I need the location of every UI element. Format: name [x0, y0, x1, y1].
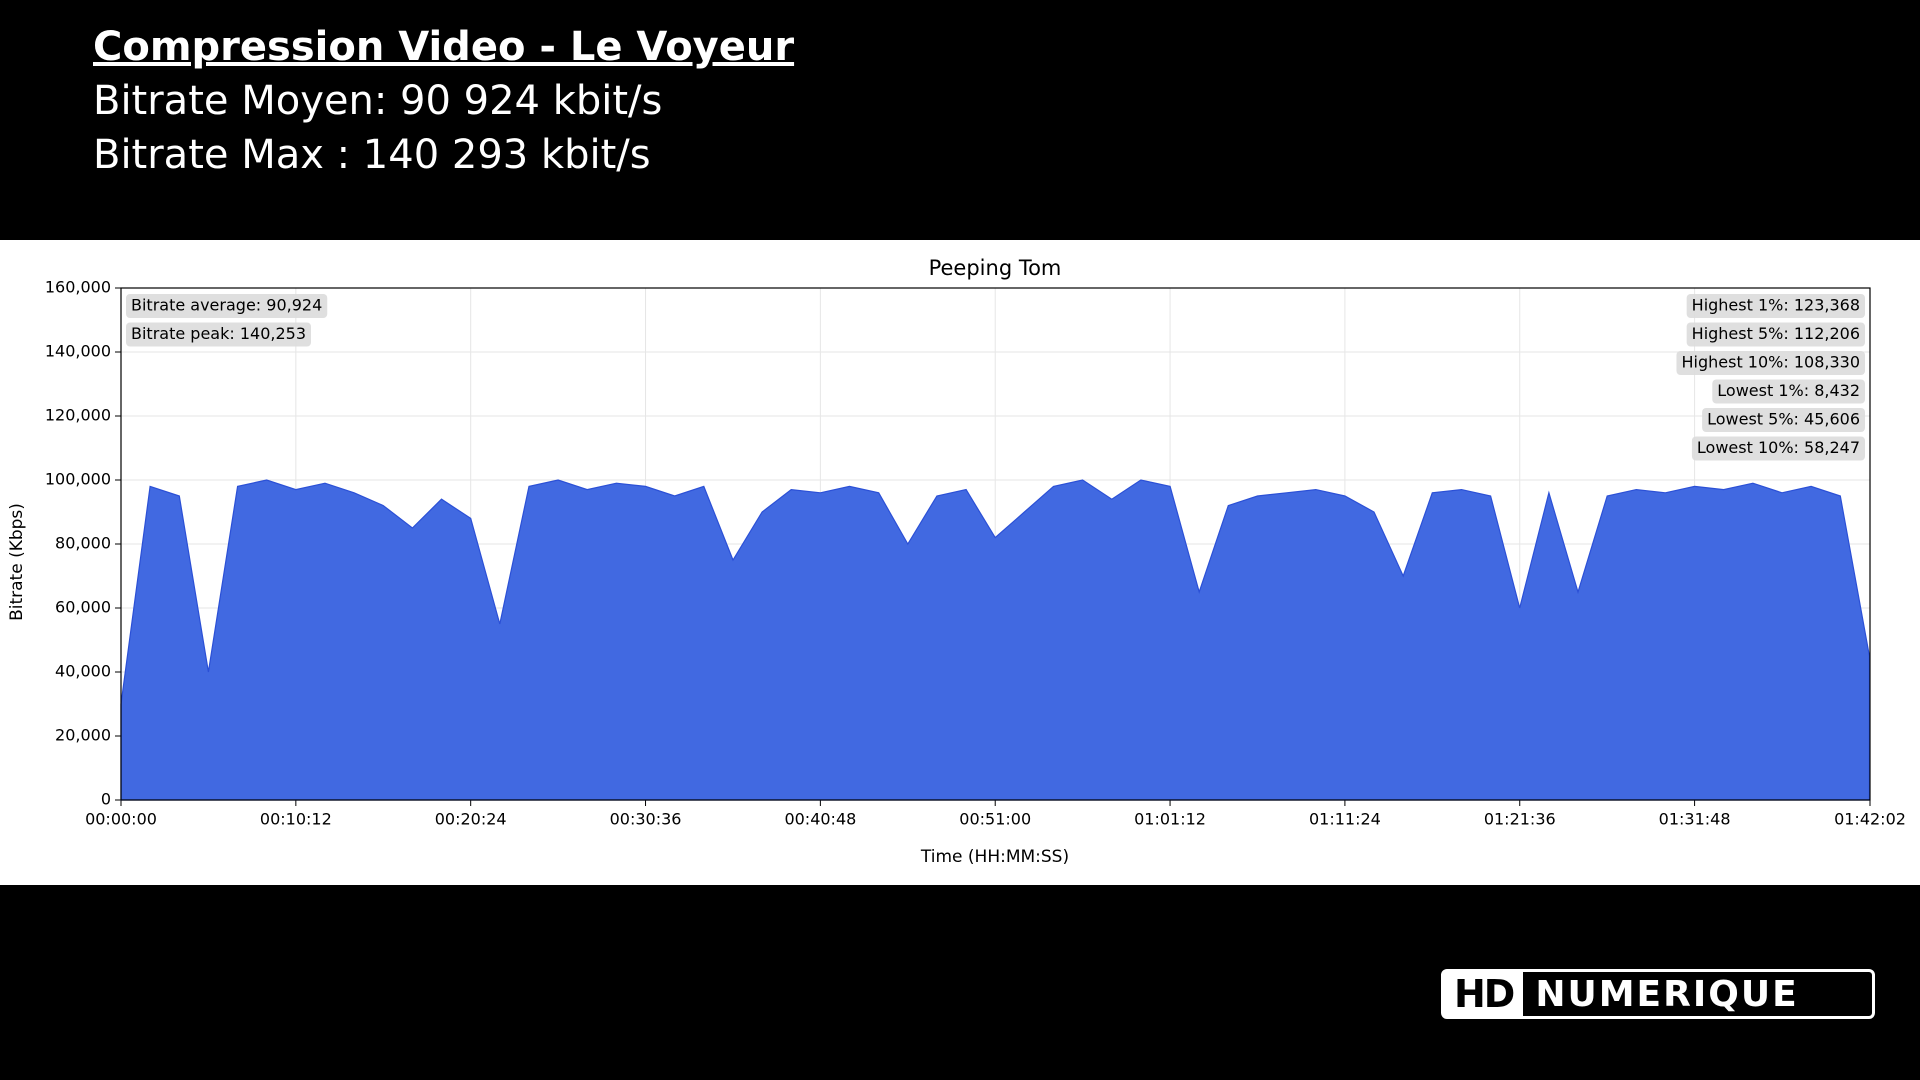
annotation: Lowest 1%: 8,432: [1712, 379, 1865, 404]
annotation-box: [1712, 379, 1865, 404]
chart: Peeping Tom Time (HH:MM:SS) Bitrate (Kbp…: [0, 240, 1920, 885]
annotation-box: [126, 294, 328, 318]
annotation-text: Highest 5%: 112,206: [1692, 324, 1860, 343]
annotation-box: [1686, 322, 1865, 347]
annotation-box: [1702, 408, 1865, 432]
x-tick-label: 00:10:12: [260, 810, 332, 829]
annotation: Highest 10%: 108,330: [1676, 351, 1865, 375]
y-tick-label: 140,000: [45, 342, 111, 361]
plot-frame: [120, 287, 1871, 801]
chart-title: Peeping Tom: [929, 256, 1062, 280]
logo: HD NUMERIQUE: [1441, 969, 1875, 1019]
annotation: Highest 5%: 112,206: [1686, 322, 1865, 347]
x-tick-label: 00:40:48: [784, 810, 856, 829]
x-tick-label: 01:31:48: [1659, 810, 1731, 829]
annotation-text: Lowest 1%: 8,432: [1717, 381, 1860, 400]
annotation: Lowest 5%: 45,606: [1702, 408, 1865, 432]
annotation-text: Bitrate peak: 140,253: [131, 324, 306, 343]
y-tick-label: 60,000: [55, 598, 111, 617]
annotation: Bitrate average: 90,924: [126, 294, 328, 318]
y-axis-label: Bitrate (Kbps): [7, 503, 27, 621]
y-tick-label: 80,000: [55, 534, 111, 553]
x-tick-label: 00:51:00: [959, 810, 1031, 829]
bitrate-area: [120, 479, 1870, 801]
y-tick-label: 0: [101, 790, 111, 809]
x-tick-label: 00:20:24: [435, 810, 507, 829]
y-tick-label: 40,000: [55, 662, 111, 681]
y-tick-label: 100,000: [45, 470, 111, 489]
annotation-text: Lowest 5%: 45,606: [1707, 410, 1860, 429]
slide-title: Compression Video - Le Voyeur: [93, 24, 795, 70]
annotation: Highest 1%: 123,368: [1686, 294, 1865, 318]
annotation-text: Bitrate average: 90,924: [131, 296, 322, 315]
annotation-text: Highest 10%: 108,330: [1681, 353, 1860, 372]
y-tick-label: 160,000: [45, 278, 111, 297]
x-axis-label: Time (HH:MM:SS): [920, 847, 1069, 867]
x-tick-label: 01:42:02: [1834, 810, 1906, 829]
annotation-box: [1691, 436, 1865, 461]
annotation: Lowest 10%: 58,247: [1691, 436, 1865, 461]
logo-text: NUMERIQUE: [1535, 973, 1799, 1015]
x-tick-label: 00:00:00: [85, 810, 157, 829]
x-tick-label: 00:30:36: [610, 810, 682, 829]
x-tick-label: 01:11:24: [1309, 810, 1381, 829]
x-tick-label: 01:21:36: [1484, 810, 1556, 829]
annotation-box: [126, 322, 311, 347]
annotation: Bitrate peak: 140,253: [126, 322, 311, 347]
y-tick-label: 20,000: [55, 726, 111, 745]
x-tick-label: 01:01:12: [1134, 810, 1206, 829]
average-bitrate: Bitrate Moyen: 90 924 kbit/s: [93, 78, 663, 124]
annotation-box: [1686, 294, 1865, 318]
logo-hd: HD: [1444, 972, 1524, 1016]
annotation-box: [1676, 351, 1865, 375]
y-tick-label: 120,000: [45, 406, 111, 425]
annotation-text: Highest 1%: 123,368: [1692, 296, 1860, 315]
annotation-text: Lowest 10%: 58,247: [1697, 438, 1860, 457]
max-bitrate: Bitrate Max : 140 293 kbit/s: [93, 132, 651, 178]
